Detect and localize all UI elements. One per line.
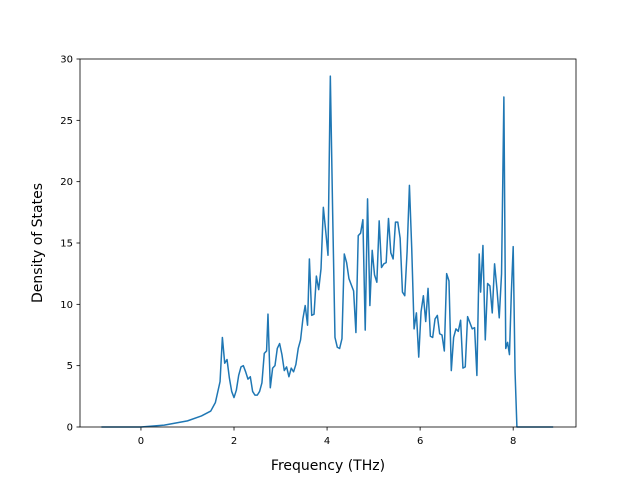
- x-axis-label: Frequency (THz): [271, 458, 385, 474]
- y-tick-label: 15: [60, 239, 73, 250]
- x-tick-label: 0: [138, 436, 144, 447]
- y-axis-label: Density of States: [30, 183, 46, 303]
- plot-frame: [79, 58, 577, 428]
- x-tick-label: 4: [324, 436, 330, 447]
- y-tick-label: 5: [67, 361, 73, 372]
- y-tick-label: 25: [60, 116, 73, 127]
- line-series: [101, 75, 554, 428]
- y-tick-label: 0: [67, 423, 73, 434]
- y-tick-label: 20: [60, 177, 73, 188]
- x-tick-label: 8: [510, 436, 516, 447]
- y-tick-label: 10: [60, 300, 73, 311]
- y-tick-label: 30: [60, 55, 73, 66]
- x-tick-label: 6: [417, 436, 423, 447]
- x-tick-label: 2: [231, 436, 237, 447]
